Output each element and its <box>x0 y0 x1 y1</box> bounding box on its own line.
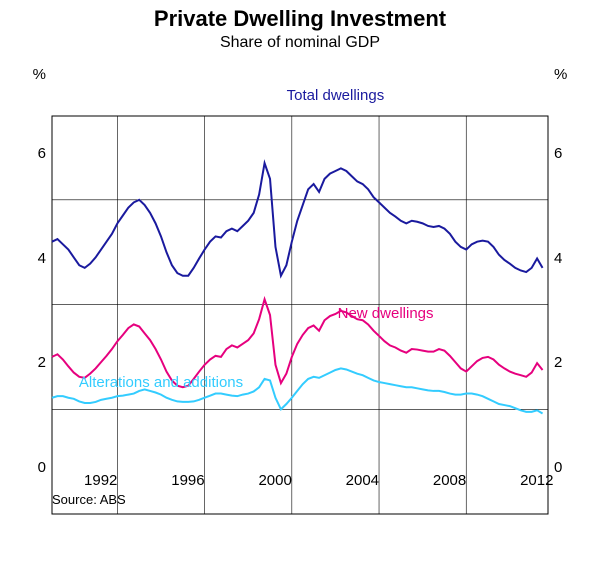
series-label-total: Total dwellings <box>287 87 385 104</box>
y-tick-right: 4 <box>554 250 562 267</box>
y-tick-left: 2 <box>38 354 46 371</box>
series-total <box>52 163 543 276</box>
chart-subtitle: Share of nominal GDP <box>0 34 600 52</box>
y-tick-left: 4 <box>38 250 46 267</box>
plot-border <box>52 116 548 514</box>
y-tick-right: 6 <box>554 145 562 162</box>
y-unit-left: % <box>33 66 46 83</box>
x-tick: 1992 <box>77 472 117 489</box>
y-tick-left: 6 <box>38 145 46 162</box>
chart-title: Private Dwelling Investment <box>0 6 600 32</box>
x-tick: 2008 <box>426 472 466 489</box>
series-label-alterations: Alterations and additions <box>79 374 243 391</box>
x-tick: 2000 <box>252 472 292 489</box>
y-tick-right: 2 <box>554 354 562 371</box>
x-tick: 2012 <box>513 472 553 489</box>
x-tick: 1996 <box>165 472 205 489</box>
chart-container: Private Dwelling Investment Share of nom… <box>0 6 600 515</box>
y-tick-right: 0 <box>554 459 562 476</box>
source-text: Source: ABS <box>52 492 126 507</box>
y-unit-right: % <box>554 66 567 83</box>
series-label-new: New dwellings <box>338 305 434 322</box>
y-tick-left: 0 <box>38 459 46 476</box>
x-tick: 2004 <box>339 472 379 489</box>
